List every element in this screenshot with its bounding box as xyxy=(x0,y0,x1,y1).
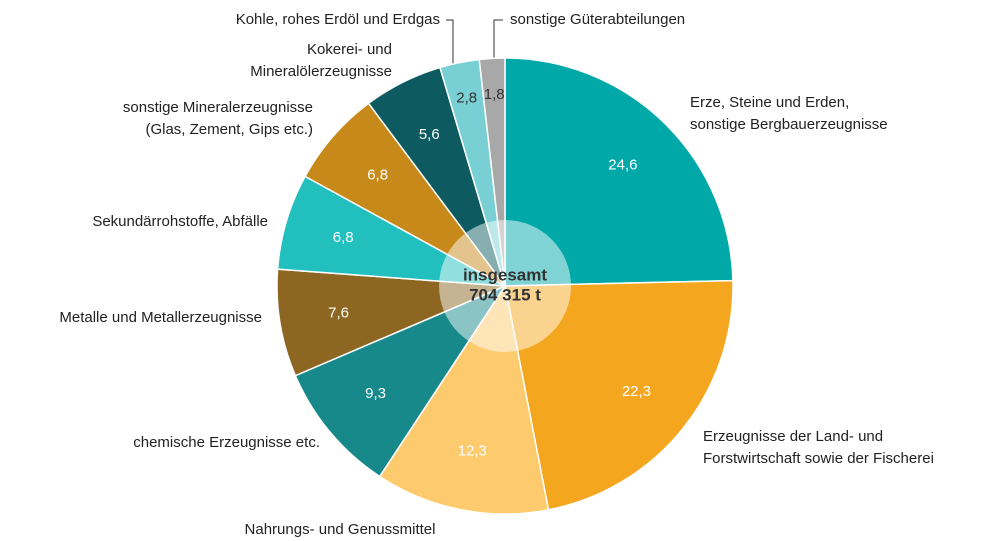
value-label: 24,6 xyxy=(608,156,637,173)
value-label: 2,8 xyxy=(456,89,477,106)
category-label: sonstige Mineralerzeugnisse (Glas, Zement… xyxy=(123,99,313,138)
pie-slice xyxy=(504,279,734,511)
category-label: Kokerei- und Mineralölerzeugnisse xyxy=(250,41,392,80)
value-label: 6,8 xyxy=(333,229,354,246)
value-label: 9,3 xyxy=(365,385,386,402)
category-label: chemische Erzeugnisse etc. xyxy=(133,434,320,451)
category-label: Sekundärrohstoffe, Abfälle xyxy=(92,213,268,230)
category-label: Kohle, rohes Erdöl und Erdgas xyxy=(236,11,440,28)
value-label: 5,6 xyxy=(419,126,440,143)
leader-line xyxy=(493,19,503,62)
category-label: sonstige Güterabteilungen xyxy=(510,11,685,28)
center-label: 704 315 t xyxy=(469,285,541,304)
value-label: 1,8 xyxy=(484,86,505,103)
center-label: insgesamt xyxy=(463,265,547,284)
category-label: Erzeugnisse der Land- und Forstwirtschaft… xyxy=(703,428,934,467)
category-label: Erze, Steine und Erden, sonstige Bergbaue… xyxy=(690,94,888,133)
value-label: 6,8 xyxy=(367,166,388,183)
pie-slice xyxy=(294,284,507,478)
leader-line xyxy=(446,19,454,64)
value-label: 12,3 xyxy=(458,442,487,459)
pie-slice xyxy=(504,57,734,287)
value-label: 22,3 xyxy=(622,383,651,400)
category-label: Nahrungs- und Genussmittel xyxy=(245,521,436,538)
category-label: Metalle und Metallerzeugnisse xyxy=(59,309,262,326)
center-disc xyxy=(439,220,571,352)
value-label: 7,6 xyxy=(328,305,349,322)
